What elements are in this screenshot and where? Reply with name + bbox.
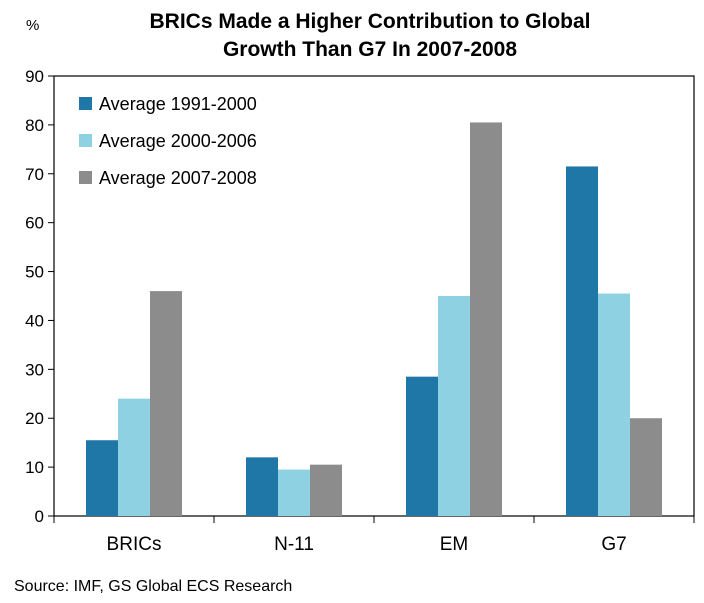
bar-em-series-2 xyxy=(438,296,470,516)
bar-brics-series-3 xyxy=(150,291,182,516)
x-axis-ticks: BRICs N-11 EM G7 xyxy=(53,516,695,555)
legend-swatch xyxy=(79,134,92,147)
bar-em-series-1 xyxy=(406,376,438,516)
legend-label: Average 2000-2006 xyxy=(99,131,257,151)
legend-label: Average 2007-2008 xyxy=(99,168,257,188)
bar-brics-series-1 xyxy=(86,440,118,516)
legend-swatch xyxy=(79,97,92,110)
y-tick-label: 30 xyxy=(25,360,44,379)
category-label: N-11 xyxy=(274,534,314,555)
bar-brics-series-2 xyxy=(118,398,150,516)
source-note: Source: IMF, GS Global ECS Research xyxy=(14,578,292,595)
y-axis-ticks: 0 10 20 30 40 50 60 70 80 90 xyxy=(25,67,54,526)
y-tick-label: 80 xyxy=(25,116,44,135)
category-label: G7 xyxy=(601,534,626,555)
bar-n-11-series-2 xyxy=(278,469,310,516)
legend-swatch xyxy=(79,171,92,184)
y-tick-label: 50 xyxy=(25,263,44,282)
y-tick-label: 10 xyxy=(25,458,44,477)
category-label: EM xyxy=(440,534,469,555)
bars xyxy=(86,122,662,516)
y-tick-label: 0 xyxy=(35,507,44,526)
bar-g7-series-1 xyxy=(566,166,598,516)
category-label: BRICs xyxy=(107,534,162,555)
bar-g7-series-3 xyxy=(630,418,662,516)
bar-n-11-series-1 xyxy=(246,457,278,516)
bar-n-11-series-3 xyxy=(310,464,342,516)
y-tick-label: 60 xyxy=(25,214,44,233)
chart-title-line-2: Growth Than G7 In 2007-2008 xyxy=(223,38,517,61)
unit-label: % xyxy=(26,17,39,34)
legend: Average 1991-2000 Average 2000-2006 Averag… xyxy=(79,94,257,188)
y-tick-label: 90 xyxy=(25,67,44,86)
y-tick-label: 70 xyxy=(25,165,44,184)
y-tick-label: 40 xyxy=(25,311,44,330)
bar-em-series-3 xyxy=(470,122,502,516)
legend-label: Average 1991-2000 xyxy=(99,94,257,114)
bar-g7-series-2 xyxy=(598,293,630,516)
y-tick-label: 20 xyxy=(25,409,44,428)
chart-title-line-1: BRICs Made a Higher Contribution to Glob… xyxy=(150,10,591,33)
